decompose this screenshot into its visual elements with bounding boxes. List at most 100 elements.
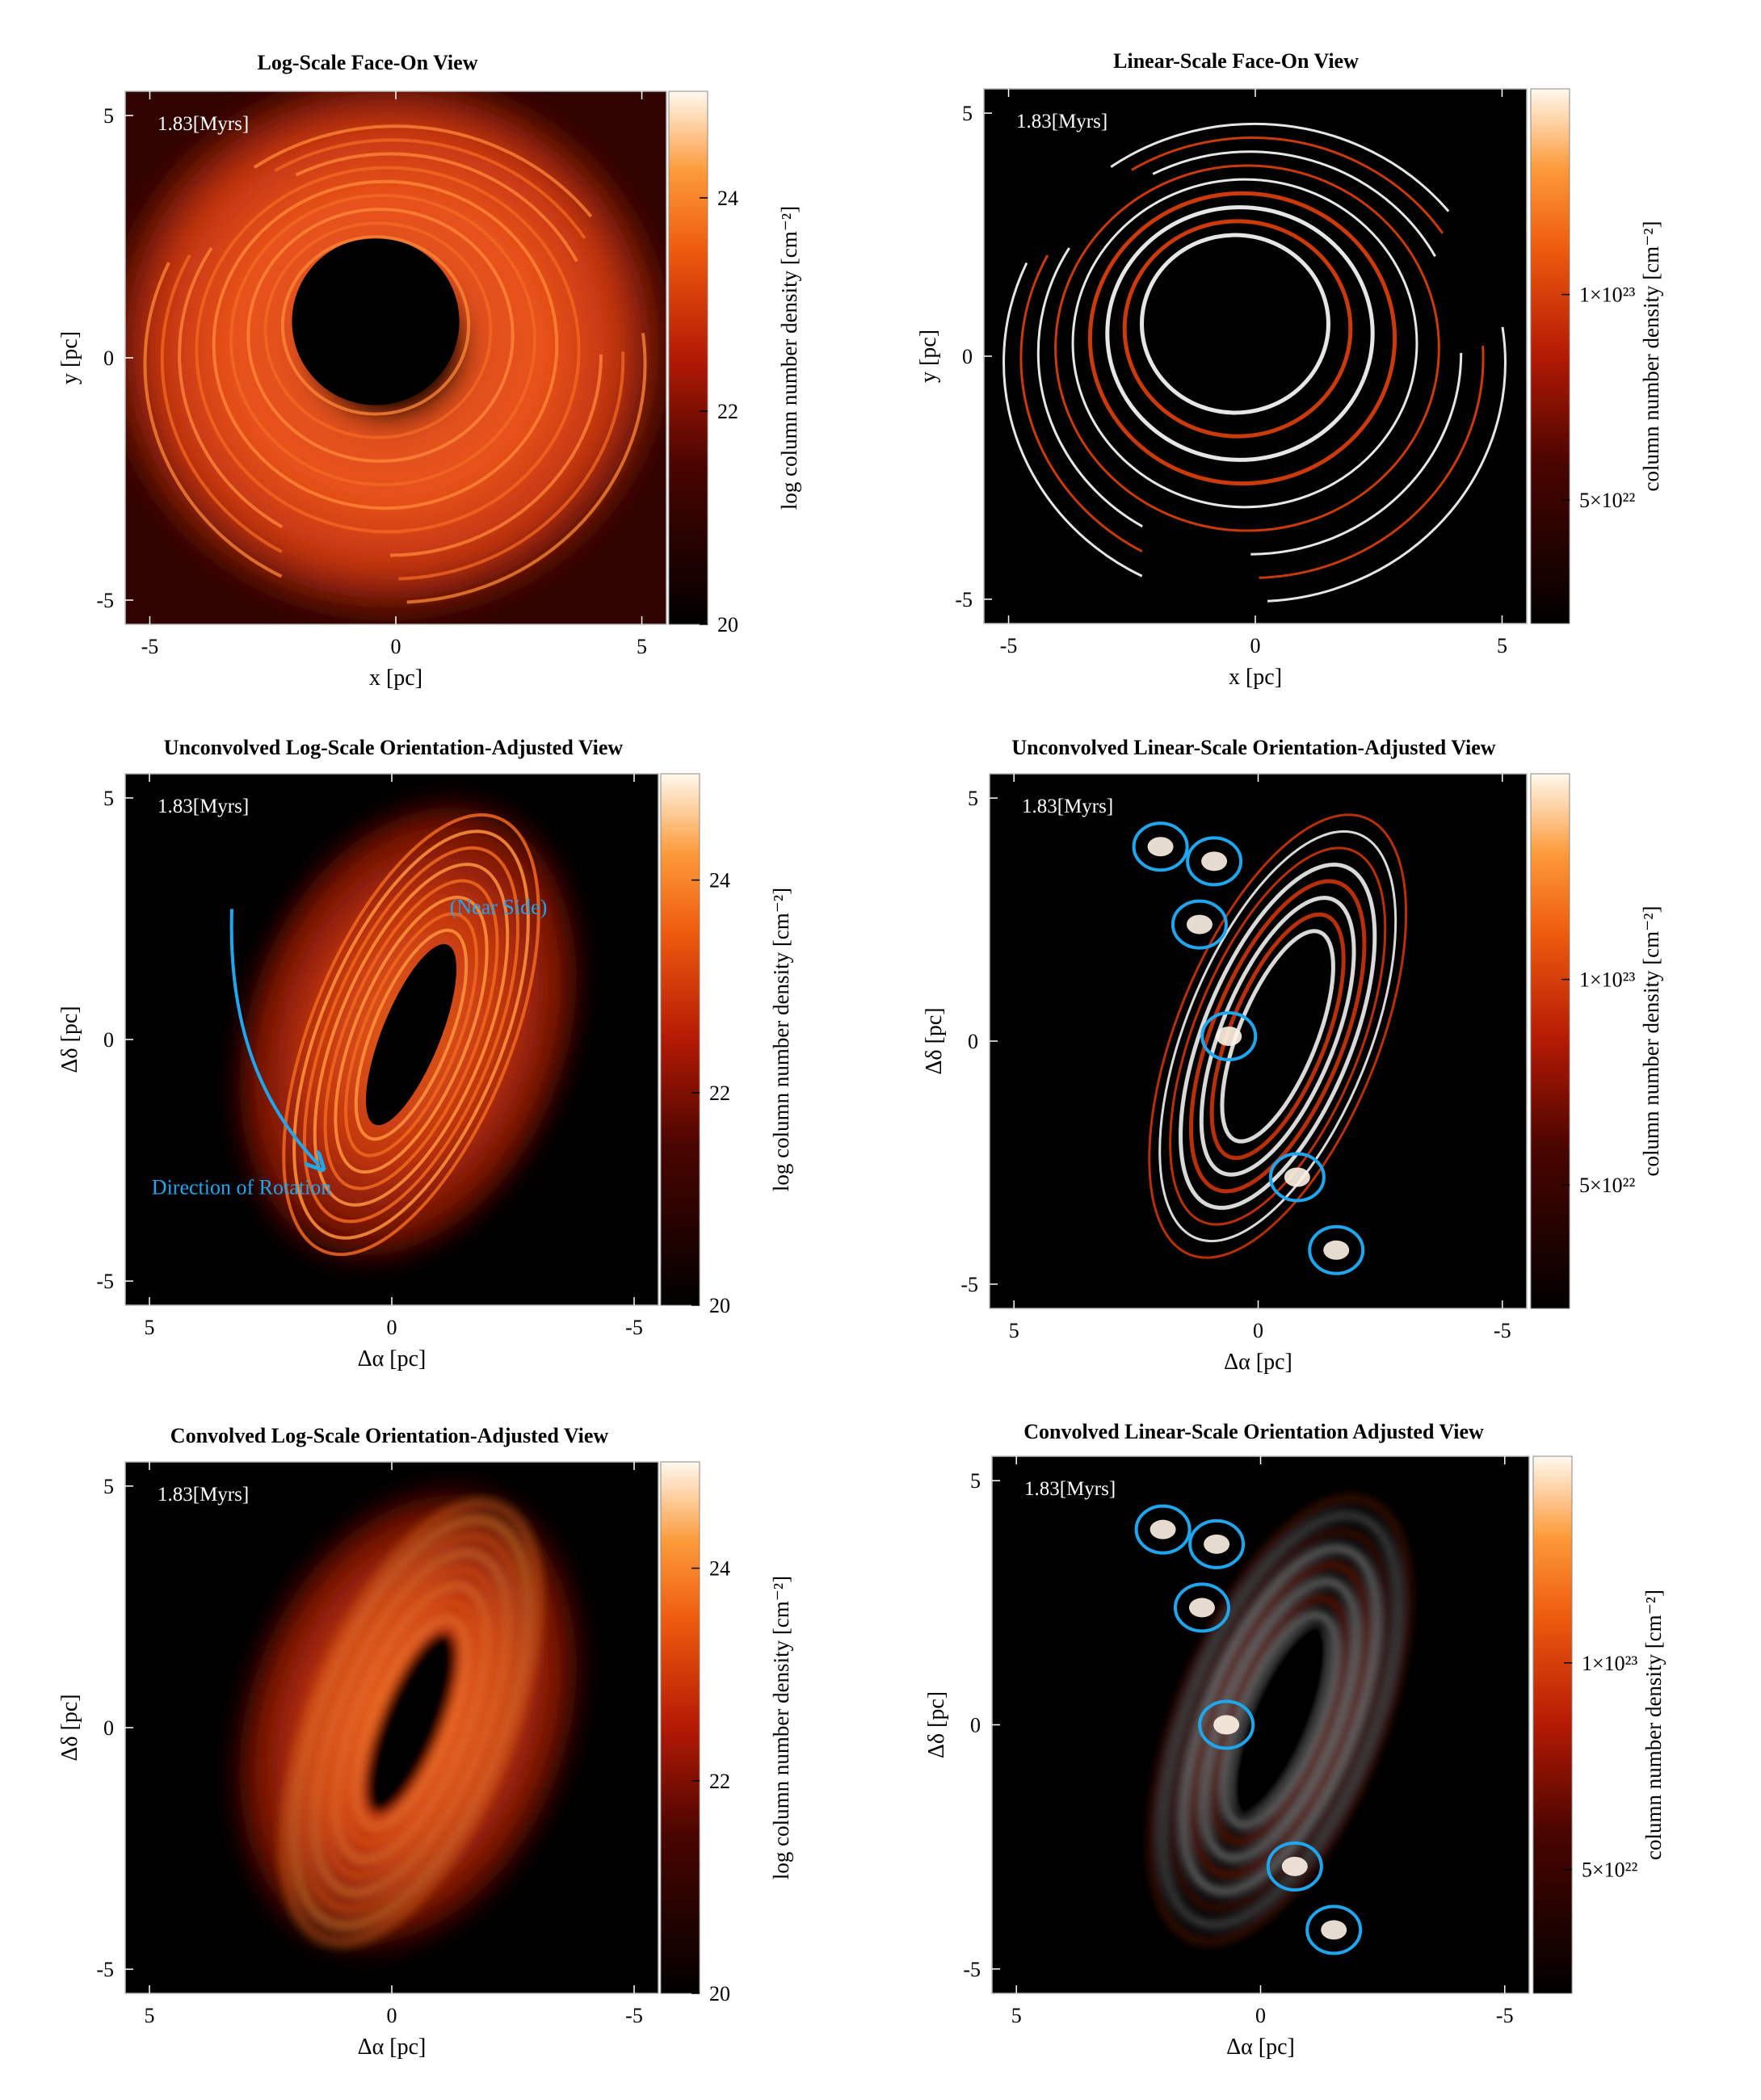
x-tick-label: 5 <box>1011 2004 1022 2027</box>
colorbar-tick-label: 24 <box>717 187 738 210</box>
colorbar-tick-label: 1×10²³ <box>1582 1652 1637 1675</box>
plot-area <box>984 89 1527 624</box>
x-tick-label: -5 <box>1496 2004 1514 2027</box>
y-tick-label: 0 <box>103 1716 114 1740</box>
x-axis-label: Δα [pc] <box>1226 2035 1295 2060</box>
panel-title: Log-Scale Face-On View <box>258 51 478 74</box>
density-map <box>125 91 666 624</box>
x-tick-label: -5 <box>625 1316 643 1339</box>
x-tick-label: 0 <box>1253 1319 1263 1342</box>
time-label: 1.83[Myrs] <box>158 1484 249 1506</box>
annotation-text: Direction of Rotation <box>152 1175 331 1199</box>
colorbar-gradient <box>660 1461 700 1994</box>
y-axis-label: y [pc] <box>916 330 941 383</box>
x-tick-label: -5 <box>141 635 159 658</box>
clump-core <box>1188 1598 1215 1618</box>
y-tick-label: 0 <box>962 345 973 368</box>
clump-core <box>1284 1167 1310 1187</box>
clump-core <box>1213 1715 1240 1735</box>
panel-title: Convolved Log-Scale Orientation-Adjusted… <box>170 1424 609 1447</box>
y-tick-label: -5 <box>955 588 973 611</box>
clump-core <box>1147 837 1174 857</box>
panel-title: Unconvolved Linear-Scale Orientation-Adj… <box>1011 736 1495 759</box>
panel-lin-faceon: Linear-Scale Face-On View 1.83[Myrs] -5 0 5 5… <box>916 49 1663 690</box>
y-tick-label: 5 <box>970 1469 981 1493</box>
colorbar-label: column number density [cm⁻²] <box>1639 905 1663 1176</box>
x-axis-label: x [pc] <box>1229 665 1282 690</box>
colorbar-tick-label: 5×10²² <box>1579 1174 1635 1197</box>
y-tick-label: 0 <box>968 1030 978 1053</box>
colorbar-gradient <box>1532 1455 1573 1994</box>
colorbar-tick-label: 5×10²² <box>1582 1858 1637 1882</box>
x-axis-label: x [pc] <box>369 666 422 691</box>
colorbar-tick-label: 1×10²³ <box>1579 968 1635 992</box>
colorbar-label: log column number density [cm⁻²] <box>769 1576 793 1880</box>
clump-core <box>1281 1856 1308 1876</box>
panel-log-convolved: Convolved Log-Scale Orientation-Adjusted… <box>57 1424 793 2060</box>
time-label: 1.83[Myrs] <box>1022 796 1113 817</box>
time-label: 1.83[Myrs] <box>158 796 249 817</box>
panel-title: Unconvolved Log-Scale Orientation-Adjust… <box>164 736 624 759</box>
x-tick-label: 0 <box>1255 2004 1266 2027</box>
x-tick-label: 5 <box>1009 1319 1019 1342</box>
clump-circle-marker <box>1170 899 1228 950</box>
clump-circle-marker <box>1188 1518 1246 1569</box>
colorbar-tick-label: 22 <box>709 1082 730 1105</box>
panel-lin-oriented: Unconvolved Linear-Scale Orientation-Adj… <box>922 736 1663 1375</box>
x-tick-label: 5 <box>1497 634 1507 657</box>
clump-circle-marker <box>1198 1699 1255 1750</box>
colorbar-tick-label: 22 <box>717 400 738 423</box>
time-label: 1.83[Myrs] <box>1024 1478 1116 1500</box>
x-tick-label: 5 <box>637 635 647 658</box>
clump-core <box>1323 1240 1350 1260</box>
clump-core <box>1186 914 1213 934</box>
panel-title: Convolved Linear-Scale Orientation Adjus… <box>1023 1420 1484 1443</box>
colorbar-tick-label: 5×10²² <box>1579 489 1635 512</box>
y-tick-label: 5 <box>103 787 114 810</box>
y-tick-label: 5 <box>103 1475 114 1498</box>
x-axis-label: Δα [pc] <box>358 2035 427 2060</box>
colorbar-label: log column number density [cm⁻²] <box>777 206 801 510</box>
clump-circle-marker <box>1305 1905 1363 1955</box>
x-tick-label: -5 <box>1000 634 1018 657</box>
y-tick-label: -5 <box>96 1270 114 1293</box>
clump-markers <box>1132 821 1365 1275</box>
colorbar-gradient <box>668 90 708 625</box>
y-tick-label: -5 <box>96 1958 114 1981</box>
clump-circle-marker <box>1173 1582 1230 1633</box>
x-tick-label: -5 <box>625 2004 643 2027</box>
y-tick-label: 0 <box>103 1028 114 1052</box>
density-map <box>1002 122 1507 603</box>
colorbar-tick-label: 20 <box>709 1294 730 1317</box>
colorbar-tick-label: 24 <box>709 1557 730 1581</box>
annotation-text: (Near Side) <box>450 895 548 918</box>
clump-core <box>1201 851 1228 872</box>
density-map <box>221 1471 595 1968</box>
clump-circle-marker <box>1268 1152 1326 1203</box>
clump-circle-marker <box>1266 1841 1323 1892</box>
clump-core <box>1149 1519 1176 1539</box>
x-tick-label: 5 <box>145 1316 155 1339</box>
colorbar-tick-label: 24 <box>709 869 730 892</box>
colorbar: 24 22 20 log column number density [cm⁻²] <box>668 90 801 636</box>
y-tick-label: -5 <box>960 1273 978 1296</box>
clump-core <box>1204 1534 1230 1554</box>
x-tick-label: 0 <box>391 635 401 658</box>
clump-circle-marker <box>1134 1504 1192 1555</box>
colorbar-tick-label: 20 <box>709 1982 730 2006</box>
y-tick-label: 5 <box>103 104 114 128</box>
clump-markers <box>1134 1504 1363 1955</box>
panel-log-oriented: Unconvolved Log-Scale Orientation-Adjust… <box>57 736 793 1371</box>
y-tick-label: -5 <box>963 1958 981 1981</box>
y-axis-label: Δδ [pc] <box>924 1691 949 1758</box>
y-tick-label: 5 <box>962 102 973 125</box>
x-tick-label: -5 <box>1494 1319 1511 1342</box>
y-axis-label: Δδ [pc] <box>922 1007 947 1074</box>
clump-circle-marker <box>1200 1010 1258 1061</box>
y-axis-label: Δδ [pc] <box>57 1006 82 1073</box>
y-tick-label: 0 <box>103 346 114 370</box>
y-tick-label: 5 <box>968 787 978 810</box>
time-label: 1.83[Myrs] <box>158 113 249 135</box>
